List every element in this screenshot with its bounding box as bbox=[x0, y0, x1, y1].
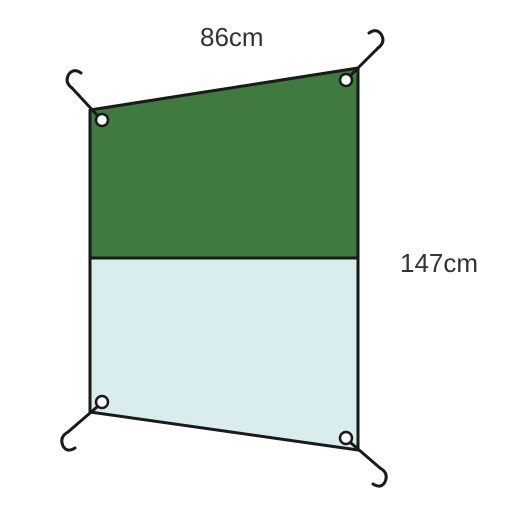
top-panel bbox=[90, 68, 358, 258]
hook-bottom-right bbox=[351, 443, 386, 486]
hook-top-right bbox=[351, 31, 383, 75]
height-label: 147cm bbox=[400, 248, 478, 279]
hook-top-left bbox=[67, 71, 97, 115]
hook-bottom-left bbox=[62, 407, 97, 450]
bottom-panel bbox=[90, 258, 358, 450]
width-label: 86cm bbox=[200, 22, 264, 53]
